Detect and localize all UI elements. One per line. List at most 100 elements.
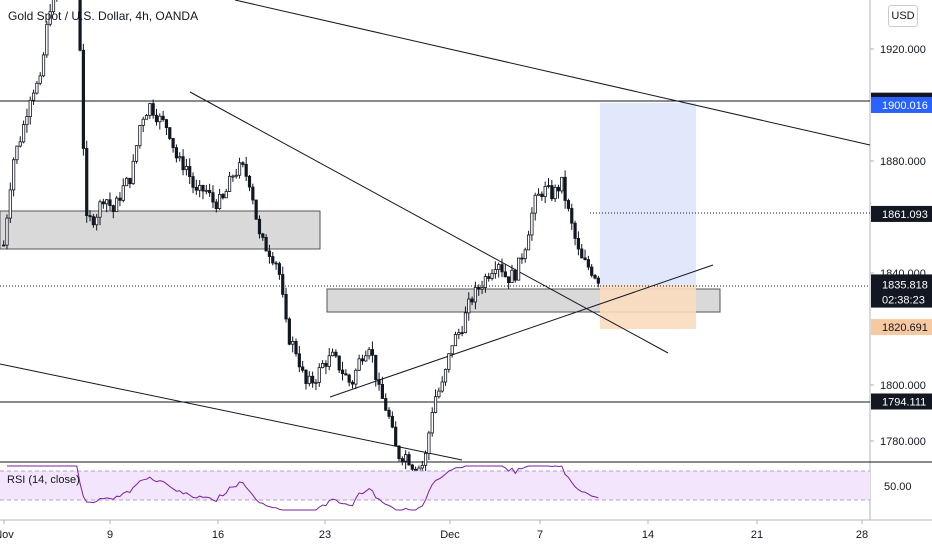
price-labels: 1901.5501900.0161861.0931836.6411835.818… [871,92,932,410]
candle-body [327,355,331,367]
candle-body [480,287,484,290]
time-tick-label: 9 [107,529,113,541]
candle-body [543,186,547,198]
time-axis-ticks: Nov 9 16 23 Dec 7 14 21 28 [0,520,868,541]
candle-body [244,164,248,177]
candle-body [85,148,89,217]
candle-body [35,82,39,94]
price-label: 1820.691 [882,322,928,334]
candle-body [184,166,188,171]
candle-body [188,166,192,177]
stop-zone [600,285,696,329]
rsi-tick-label: 50.00 [884,481,912,493]
candle-body [447,353,451,370]
candle-body [450,345,454,355]
candle-body [523,249,527,260]
candle-body [553,186,557,200]
candle-body [526,234,531,251]
price-label: 1861.093 [882,209,928,221]
candle-body [25,116,29,126]
candle-body [443,368,448,383]
candle-body [45,23,49,56]
time-tick-label: 21 [751,529,763,541]
candle-body [334,351,338,357]
candle-body [31,92,36,101]
candle-body [367,349,371,357]
candle-body [490,273,494,279]
time-tick-label: 16 [212,529,224,541]
candle-body [427,432,431,454]
candle-body [148,103,152,116]
candle-body [18,141,22,147]
candle-body [311,375,315,384]
candle-body [410,464,414,470]
candle-body [453,334,458,347]
candle-body [423,453,428,466]
candle-body [115,197,119,212]
candle-body [221,194,225,199]
candle-body [124,177,129,187]
candle-body [550,185,554,200]
trend-line-low-down [0,363,463,461]
candle-body [364,355,368,362]
candle-body [463,312,468,334]
candle-body [573,222,577,239]
candle-body [430,412,434,434]
candle-body [21,124,26,143]
trend-line-long-down [234,0,871,146]
candle-body [281,274,285,295]
candle-body [237,162,242,176]
candle-body [41,54,46,77]
rsi-line [7,465,599,511]
candle-body [151,103,155,116]
time-tick-label: 14 [642,529,654,541]
candle-body [105,199,109,205]
candle-body [467,298,471,314]
candle-body [530,212,534,236]
candle-body [164,119,169,129]
price-label: 1900.016 [882,100,928,112]
rsi-label: RSI (14, close) [7,474,80,486]
candle-body [370,349,375,356]
candle-body [576,238,581,250]
candle-body [138,125,142,147]
candle-body [500,264,504,273]
currency-button[interactable]: USD [888,5,918,27]
candle-body [536,193,541,196]
candle-body [520,257,524,260]
price-tick-label: 1880.000 [880,156,926,168]
price-label-bg [871,291,932,308]
candle-body [181,156,185,171]
candle-body [8,189,12,219]
candles-layer [2,0,600,482]
candle-body [211,192,215,203]
symbol-title: Gold Spot / U.S. Dollar, 4h, OANDA [8,9,199,23]
price-label-bg [871,319,932,336]
candle-body [377,379,381,385]
candle-body [503,271,507,278]
candle-body [198,184,202,191]
candle-body [51,0,56,13]
candle-body [101,201,105,205]
candle-body [261,233,265,238]
price-label-bg [871,393,932,410]
candle-body [214,201,218,210]
candle-body [580,248,584,259]
candle-body [304,369,308,384]
candle-body [390,415,394,428]
candle-body [201,184,205,192]
candle-body [88,215,92,218]
candle-body [254,199,258,220]
time-tick-label: 23 [319,529,331,541]
candle-body [191,176,195,188]
price-label: 02:38:23 [882,295,925,307]
candle-body [317,367,321,383]
price-label-bg [871,96,932,113]
candle-body [247,175,252,188]
candle-body [118,197,122,201]
time-tick-label: Nov [0,529,14,541]
price-tick-label: 1800.000 [880,380,926,392]
candle-body [5,217,9,246]
candle-body [208,189,212,194]
